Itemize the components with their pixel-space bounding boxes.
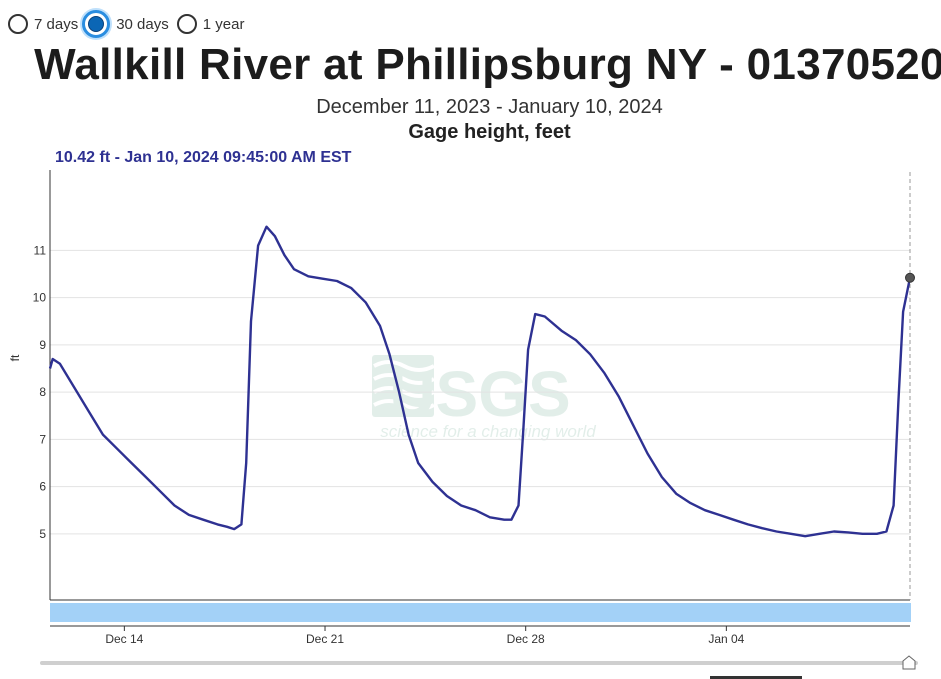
usgs-wave-stripe (373, 399, 435, 411)
x-tick-label: Dec 14 (105, 632, 143, 646)
x-tick-label: Jan 04 (708, 632, 744, 646)
x-tick-label: Dec 21 (306, 632, 344, 646)
y-tick-label: 6 (39, 480, 46, 494)
y-tick-label: 11 (34, 243, 47, 257)
y-axis-label: ft (8, 354, 22, 361)
y-tick-label: 7 (39, 432, 46, 446)
x-axis-ticks: Dec 14 Dec 21 Dec 28 Jan 04 (105, 626, 745, 646)
current-value-point[interactable] (905, 272, 915, 283)
scrollbar-handle-icon[interactable] (902, 655, 916, 670)
chart-date-range: December 11, 2023 - January 10, 2024 (316, 96, 663, 118)
y-tick-label: 10 (33, 291, 47, 305)
parameter-name: Gage height, feet (408, 121, 571, 143)
radio-30-days[interactable]: 30 days (82, 10, 169, 38)
radio-7-days-label: 7 days (34, 15, 79, 33)
radio-1-year-label: 1 year (202, 15, 245, 33)
current-reading: 10.42 ft - Jan 10, 2024 09:45:00 AM EST (55, 149, 352, 166)
usgs-watermark-tagline: science for a changing world (380, 422, 596, 441)
y-tick-label: 9 (39, 338, 46, 352)
radio-button-icon[interactable] (176, 14, 197, 34)
usgs-watermark: USGS science for a changing world (372, 355, 596, 441)
gage-height-series-line[interactable] (48, 225, 912, 538)
y-axis-ticks: 5 6 7 8 9 10 11 (33, 243, 47, 541)
chart-grid (50, 249, 910, 535)
bottom-edge-bar (710, 676, 802, 679)
y-tick-label: 8 (39, 385, 46, 399)
radio-1-year[interactable]: 1 year (176, 14, 245, 34)
usgs-watermark-logo: USGS (389, 358, 570, 430)
chart-title: Wallkill River at Phillipsburg NY - 0137… (34, 40, 941, 89)
radio-7-days[interactable]: 7 days (8, 14, 78, 34)
radio-30-days-label: 30 days (116, 15, 169, 33)
y-tick-label: 5 (39, 527, 46, 541)
usgs-wave-stripe (373, 360, 435, 372)
usgs-wave-stripe (373, 373, 435, 385)
range-navigator[interactable] (50, 603, 911, 622)
radio-button-icon[interactable] (8, 14, 28, 34)
radio-button-selected-icon[interactable] (82, 10, 111, 38)
x-tick-label: Dec 28 (507, 632, 545, 646)
time-range-selector: 7 days 30 days 1 year (8, 10, 252, 38)
